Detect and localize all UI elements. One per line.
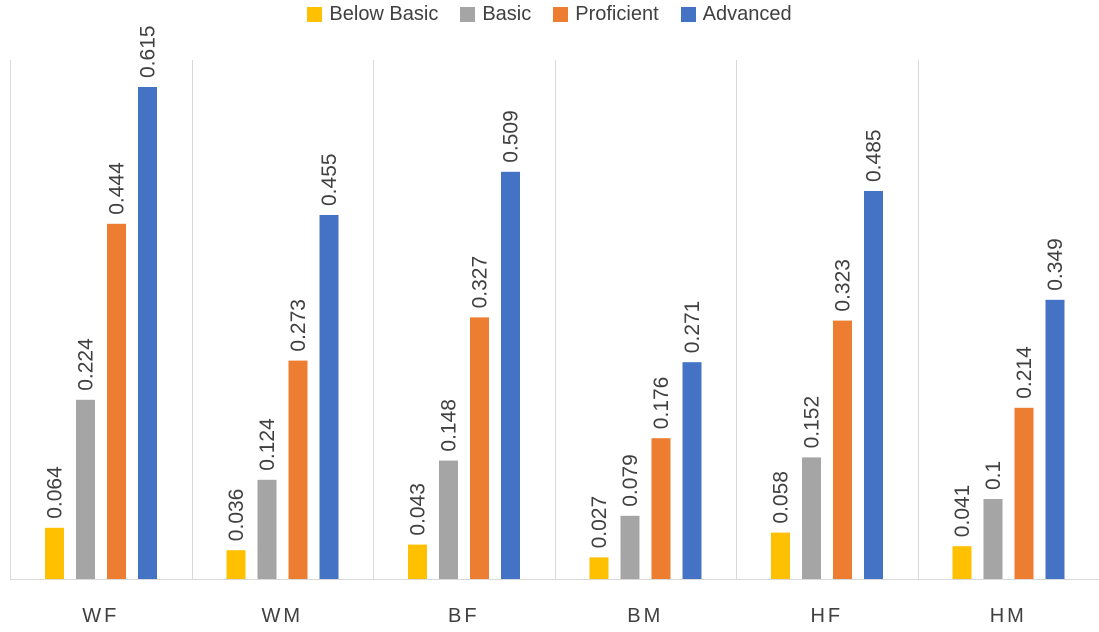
chart-legend: Below Basic Basic Proficient Advanced xyxy=(0,3,1099,26)
data-label: 0.041 xyxy=(951,485,974,538)
bar xyxy=(802,457,821,579)
x-tick-label: BF xyxy=(448,605,480,627)
bar xyxy=(319,215,339,579)
data-label: 0.349 xyxy=(1044,238,1067,291)
data-label: 0.148 xyxy=(438,399,461,452)
legend-label: Proficient xyxy=(575,3,659,25)
data-label: 0.036 xyxy=(225,489,248,542)
bar xyxy=(620,515,640,579)
x-tick-label: WF xyxy=(82,605,119,627)
data-label: 0.079 xyxy=(619,454,642,507)
bar xyxy=(682,362,702,579)
data-label: 0.176 xyxy=(650,377,673,430)
data-label: 0.214 xyxy=(1013,346,1036,399)
data-label: 0.224 xyxy=(75,338,98,391)
bar xyxy=(771,532,790,579)
data-label: 0.152 xyxy=(801,396,824,449)
bar xyxy=(952,546,972,579)
bar xyxy=(501,171,520,580)
bar xyxy=(983,499,1003,579)
data-label: 0.444 xyxy=(106,162,129,215)
bar xyxy=(1045,299,1065,579)
bar xyxy=(408,544,427,579)
data-label: 0.615 xyxy=(137,25,160,78)
legend-swatch xyxy=(307,7,323,22)
bar xyxy=(1014,407,1034,579)
bar xyxy=(651,438,671,579)
legend-swatch xyxy=(460,7,476,22)
legend-swatch xyxy=(553,7,569,22)
bar xyxy=(833,320,852,579)
data-label: 0.124 xyxy=(256,418,279,471)
data-label: 0.455 xyxy=(318,153,341,206)
legend-item: Advanced xyxy=(680,3,792,26)
bar xyxy=(589,557,609,579)
data-label: 0.271 xyxy=(681,301,704,354)
bar xyxy=(107,223,126,580)
data-label: 0.323 xyxy=(832,259,855,312)
bar xyxy=(257,479,277,579)
legend-item: Basic xyxy=(460,3,531,26)
bar xyxy=(76,399,95,579)
x-tick-label: HM xyxy=(990,605,1027,627)
legend-item: Proficient xyxy=(553,3,659,26)
data-label: 0.064 xyxy=(44,466,67,519)
data-label: 0.058 xyxy=(770,471,793,524)
bar xyxy=(226,550,246,579)
bar xyxy=(288,360,308,579)
x-tick-label: HF xyxy=(810,605,843,627)
data-label: 0.485 xyxy=(863,129,886,182)
bar xyxy=(439,460,458,579)
bar xyxy=(45,527,64,579)
legend-label: Advanced xyxy=(702,3,792,25)
data-label: 0.1 xyxy=(982,461,1005,490)
legend-label: Basic xyxy=(482,3,532,25)
data-label: 0.043 xyxy=(407,483,430,536)
x-tick-label: WM xyxy=(262,605,304,627)
data-label: 0.027 xyxy=(588,496,611,549)
legend-label: Below Basic xyxy=(329,3,439,25)
data-label: 0.509 xyxy=(500,110,523,163)
data-label: 0.273 xyxy=(287,299,310,352)
data-label: 0.327 xyxy=(469,256,492,309)
x-tick-label: BM xyxy=(627,605,663,627)
legend-swatch xyxy=(680,7,696,22)
legend-item: Below Basic xyxy=(307,3,438,26)
bar xyxy=(138,87,157,579)
bar xyxy=(470,317,489,579)
bar xyxy=(864,191,883,579)
